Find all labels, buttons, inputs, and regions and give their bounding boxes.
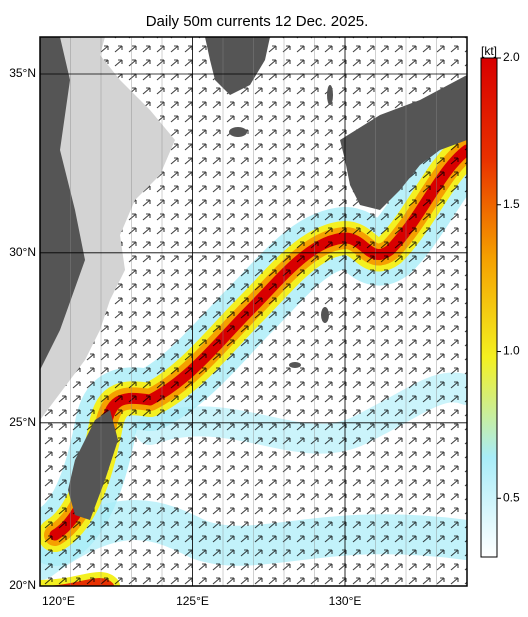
x-tick-label: 125°E (176, 594, 209, 608)
colorbar-tick-label: 2.0 (503, 50, 520, 64)
map-frame (39, 36, 468, 587)
y-tick-label: 20°N (9, 578, 36, 592)
grid (40, 37, 467, 586)
colorbar-tick-label: 0.5 (503, 490, 520, 504)
land (40, 37, 467, 520)
chart-title: Daily 50m currents 12 Dec. 2025. (146, 13, 369, 30)
colorbar-tick-label: 1.0 (503, 344, 520, 358)
x-tick-label: 130°E (329, 594, 362, 608)
y-tick-label: 35°N (9, 66, 36, 80)
colorbar (480, 57, 498, 558)
colorbar-tick-label: 1.5 (503, 197, 520, 211)
map (40, 37, 467, 586)
y-tick-label: 30°N (9, 245, 36, 259)
x-tick-label: 120°E (42, 594, 75, 608)
y-tick-label: 25°N (9, 415, 36, 429)
colorbar-label: [kt] (481, 44, 497, 58)
